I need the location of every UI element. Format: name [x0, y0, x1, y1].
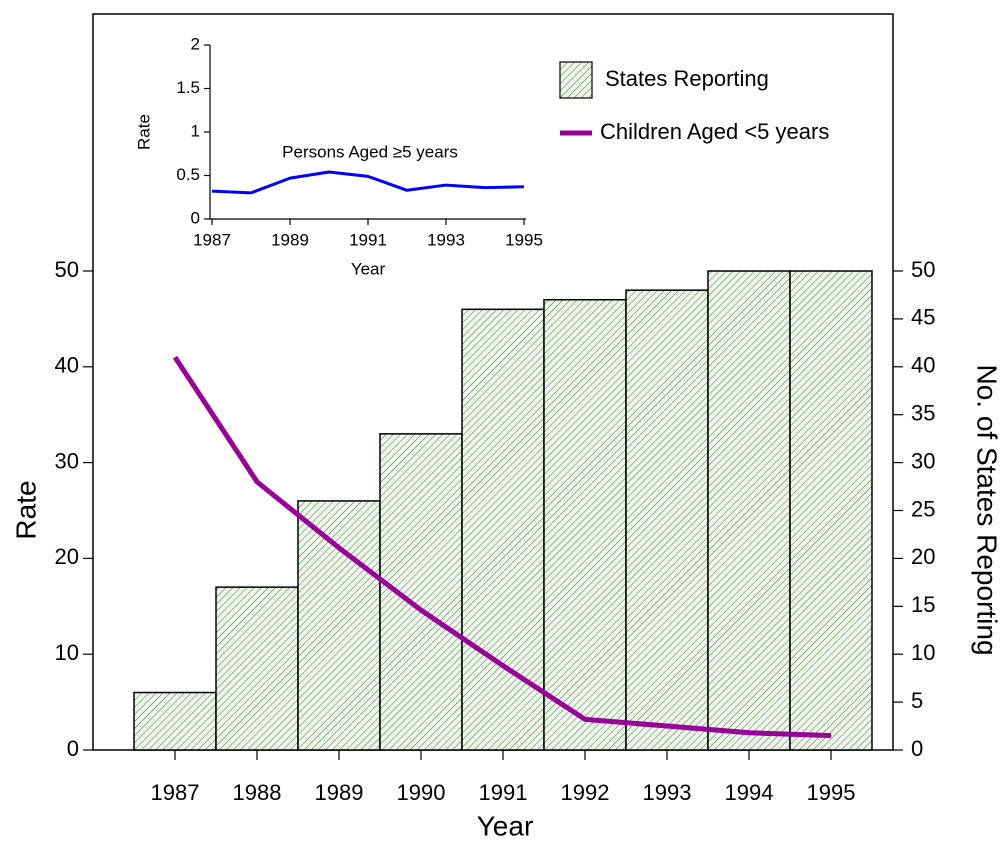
inset-x-tick-label: 1991	[349, 230, 387, 249]
line-series	[172, 355, 832, 739]
y2-tick-label: 45	[911, 305, 935, 330]
y2-axis-title: No. of States Reporting	[972, 364, 1003, 655]
y2-tick-label: 0	[911, 736, 923, 761]
inset-y-title: Rate	[134, 114, 153, 150]
inset-y-tick-label: 2	[191, 34, 200, 53]
x-tick-label: 1995	[807, 780, 856, 805]
legend-swatch	[559, 61, 593, 99]
y2-tick-label: 35	[911, 401, 935, 426]
inset-x-title: Year	[351, 259, 386, 278]
y-tick-label: 20	[55, 544, 79, 569]
inset-y-tick-label: 1	[191, 121, 200, 140]
bar	[789, 270, 873, 751]
inset-y-tick-label: 1.5	[176, 78, 200, 97]
bar	[379, 433, 463, 751]
y-tick-label: 50	[55, 257, 79, 282]
inset-annotation: Persons Aged ≥5 years	[282, 142, 458, 161]
y2-tick-label: 5	[911, 688, 923, 713]
x-tick-label: 1993	[643, 780, 692, 805]
x-tick-label: 1992	[561, 780, 610, 805]
inset-x-tick-label: 1995	[505, 230, 543, 249]
inset-y-tick-label: 0	[191, 208, 200, 227]
bar	[625, 289, 709, 751]
bar	[543, 298, 627, 751]
x-tick-label: 1988	[233, 780, 282, 805]
inset-x-tick-label: 1989	[271, 230, 309, 249]
legend-label: Children Aged <5 years	[600, 119, 829, 144]
y2-tick-label: 40	[911, 353, 935, 378]
bar	[707, 270, 791, 751]
x-axis-title: Year	[477, 810, 534, 841]
y-tick-label: 30	[55, 448, 79, 473]
x-tick-label: 1991	[479, 780, 528, 805]
x-tick-label: 1987	[151, 780, 200, 805]
x-tick-label: 1994	[725, 780, 774, 805]
bar	[461, 308, 545, 751]
y2-tick-label: 20	[911, 544, 935, 569]
x-tick-label: 1990	[397, 780, 446, 805]
bar	[215, 586, 299, 751]
y2-tick-label: 25	[911, 496, 935, 521]
inset-x-tick-label: 1987	[193, 230, 231, 249]
inset-line	[211, 170, 525, 195]
y2-tick-label: 30	[911, 448, 935, 473]
y2-tick-label: 10	[911, 640, 935, 665]
inset-x-tick-label: 1993	[427, 230, 465, 249]
bar	[297, 500, 381, 751]
legend-label: States Reporting	[605, 66, 769, 91]
y-tick-label: 40	[55, 353, 79, 378]
bar	[133, 691, 217, 751]
y-axis-title: Rate	[10, 480, 41, 539]
y-tick-label: 10	[55, 640, 79, 665]
x-tick-label: 1989	[315, 780, 364, 805]
y-tick-label: 0	[67, 736, 79, 761]
inset-y-tick-label: 0.5	[176, 165, 200, 184]
y2-tick-label: 15	[911, 592, 935, 617]
y2-tick-label: 50	[911, 257, 935, 282]
